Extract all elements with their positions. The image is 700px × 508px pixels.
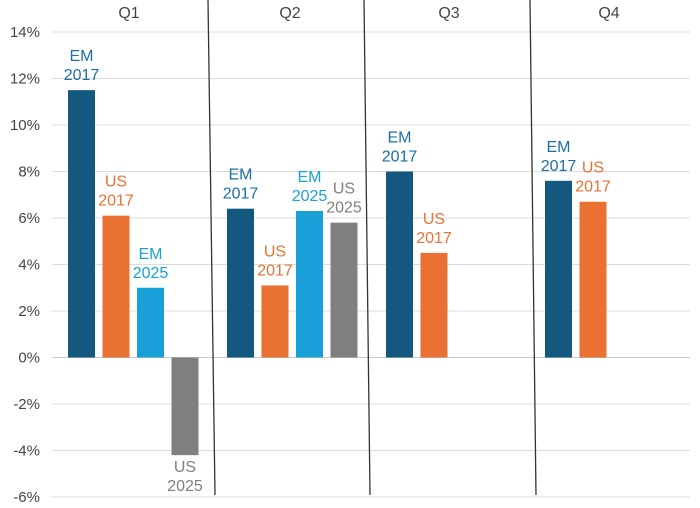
data-label-line: 2017 [575, 179, 611, 196]
data-label-line: 2017 [98, 193, 134, 210]
data-label-line: 2025 [326, 200, 362, 217]
bar [171, 357, 199, 456]
data-label: US 2017 [257, 243, 293, 279]
category-label: Q1 [118, 5, 139, 22]
data-label: US 2017 [98, 174, 134, 210]
category-label: Q2 [279, 5, 300, 22]
data-label: US 2025 [167, 459, 203, 495]
bar [545, 180, 572, 358]
data-label-line: EM [139, 246, 163, 263]
category-label: Q3 [438, 5, 459, 22]
data-label: EM 2017 [223, 167, 259, 203]
bar [102, 215, 130, 358]
bar [261, 285, 289, 358]
category-label: Q4 [598, 5, 619, 22]
data-label: EM 2017 [541, 139, 577, 175]
y-tick-label: 4% [18, 257, 40, 274]
data-label-line: 2017 [64, 67, 100, 84]
data-label-line: 2017 [257, 262, 293, 279]
data-label: EM 2025 [133, 246, 169, 282]
bar [296, 211, 323, 358]
quarter-divider [207, 0, 216, 496]
quarter-divider [363, 0, 371, 496]
data-label-line: US [333, 181, 355, 198]
data-label-line: 2025 [133, 265, 169, 282]
data-label-line: 2025 [292, 188, 328, 205]
data-label-line: US [264, 243, 286, 260]
y-tick-label: 14% [10, 24, 40, 41]
data-label-line: EM [388, 130, 412, 147]
bar [68, 90, 95, 358]
data-label-line: US [582, 160, 604, 177]
data-label: US 2017 [575, 160, 611, 196]
data-label-line: US [105, 174, 127, 191]
y-tick-label: -6% [13, 489, 40, 506]
data-label-line: EM [547, 139, 571, 156]
data-label-line: 2017 [223, 186, 259, 203]
data-label: EM 2025 [292, 169, 328, 205]
y-tick-label: -2% [13, 396, 40, 413]
y-tick-label: 0% [18, 350, 40, 367]
data-label-line: 2017 [382, 149, 418, 166]
y-tick-label: 2% [18, 303, 40, 320]
data-label-line: EM [70, 48, 94, 65]
data-label-line: US [423, 211, 445, 228]
data-label-line: EM [298, 169, 322, 186]
data-label: US 2017 [416, 211, 452, 247]
bar [227, 208, 254, 358]
bar [330, 222, 358, 358]
y-tick-label: 6% [18, 210, 40, 227]
data-label-line: 2017 [541, 158, 577, 175]
y-tick-label: 10% [10, 117, 40, 134]
bar [386, 171, 413, 358]
data-label: EM 2017 [382, 130, 418, 166]
bar [137, 287, 164, 358]
data-label: EM 2017 [64, 48, 100, 84]
y-tick-label: -4% [13, 443, 40, 460]
data-label-line: EM [229, 167, 253, 184]
bar [420, 252, 448, 358]
data-label-line: US [174, 459, 196, 476]
quarter-divider [529, 0, 537, 496]
data-label-line: 2017 [416, 230, 452, 247]
y-tick-label: 8% [18, 164, 40, 181]
y-tick-label: 12% [10, 71, 40, 88]
bar [579, 201, 607, 358]
data-label-line: 2025 [167, 478, 203, 495]
data-label: US 2025 [326, 181, 362, 217]
